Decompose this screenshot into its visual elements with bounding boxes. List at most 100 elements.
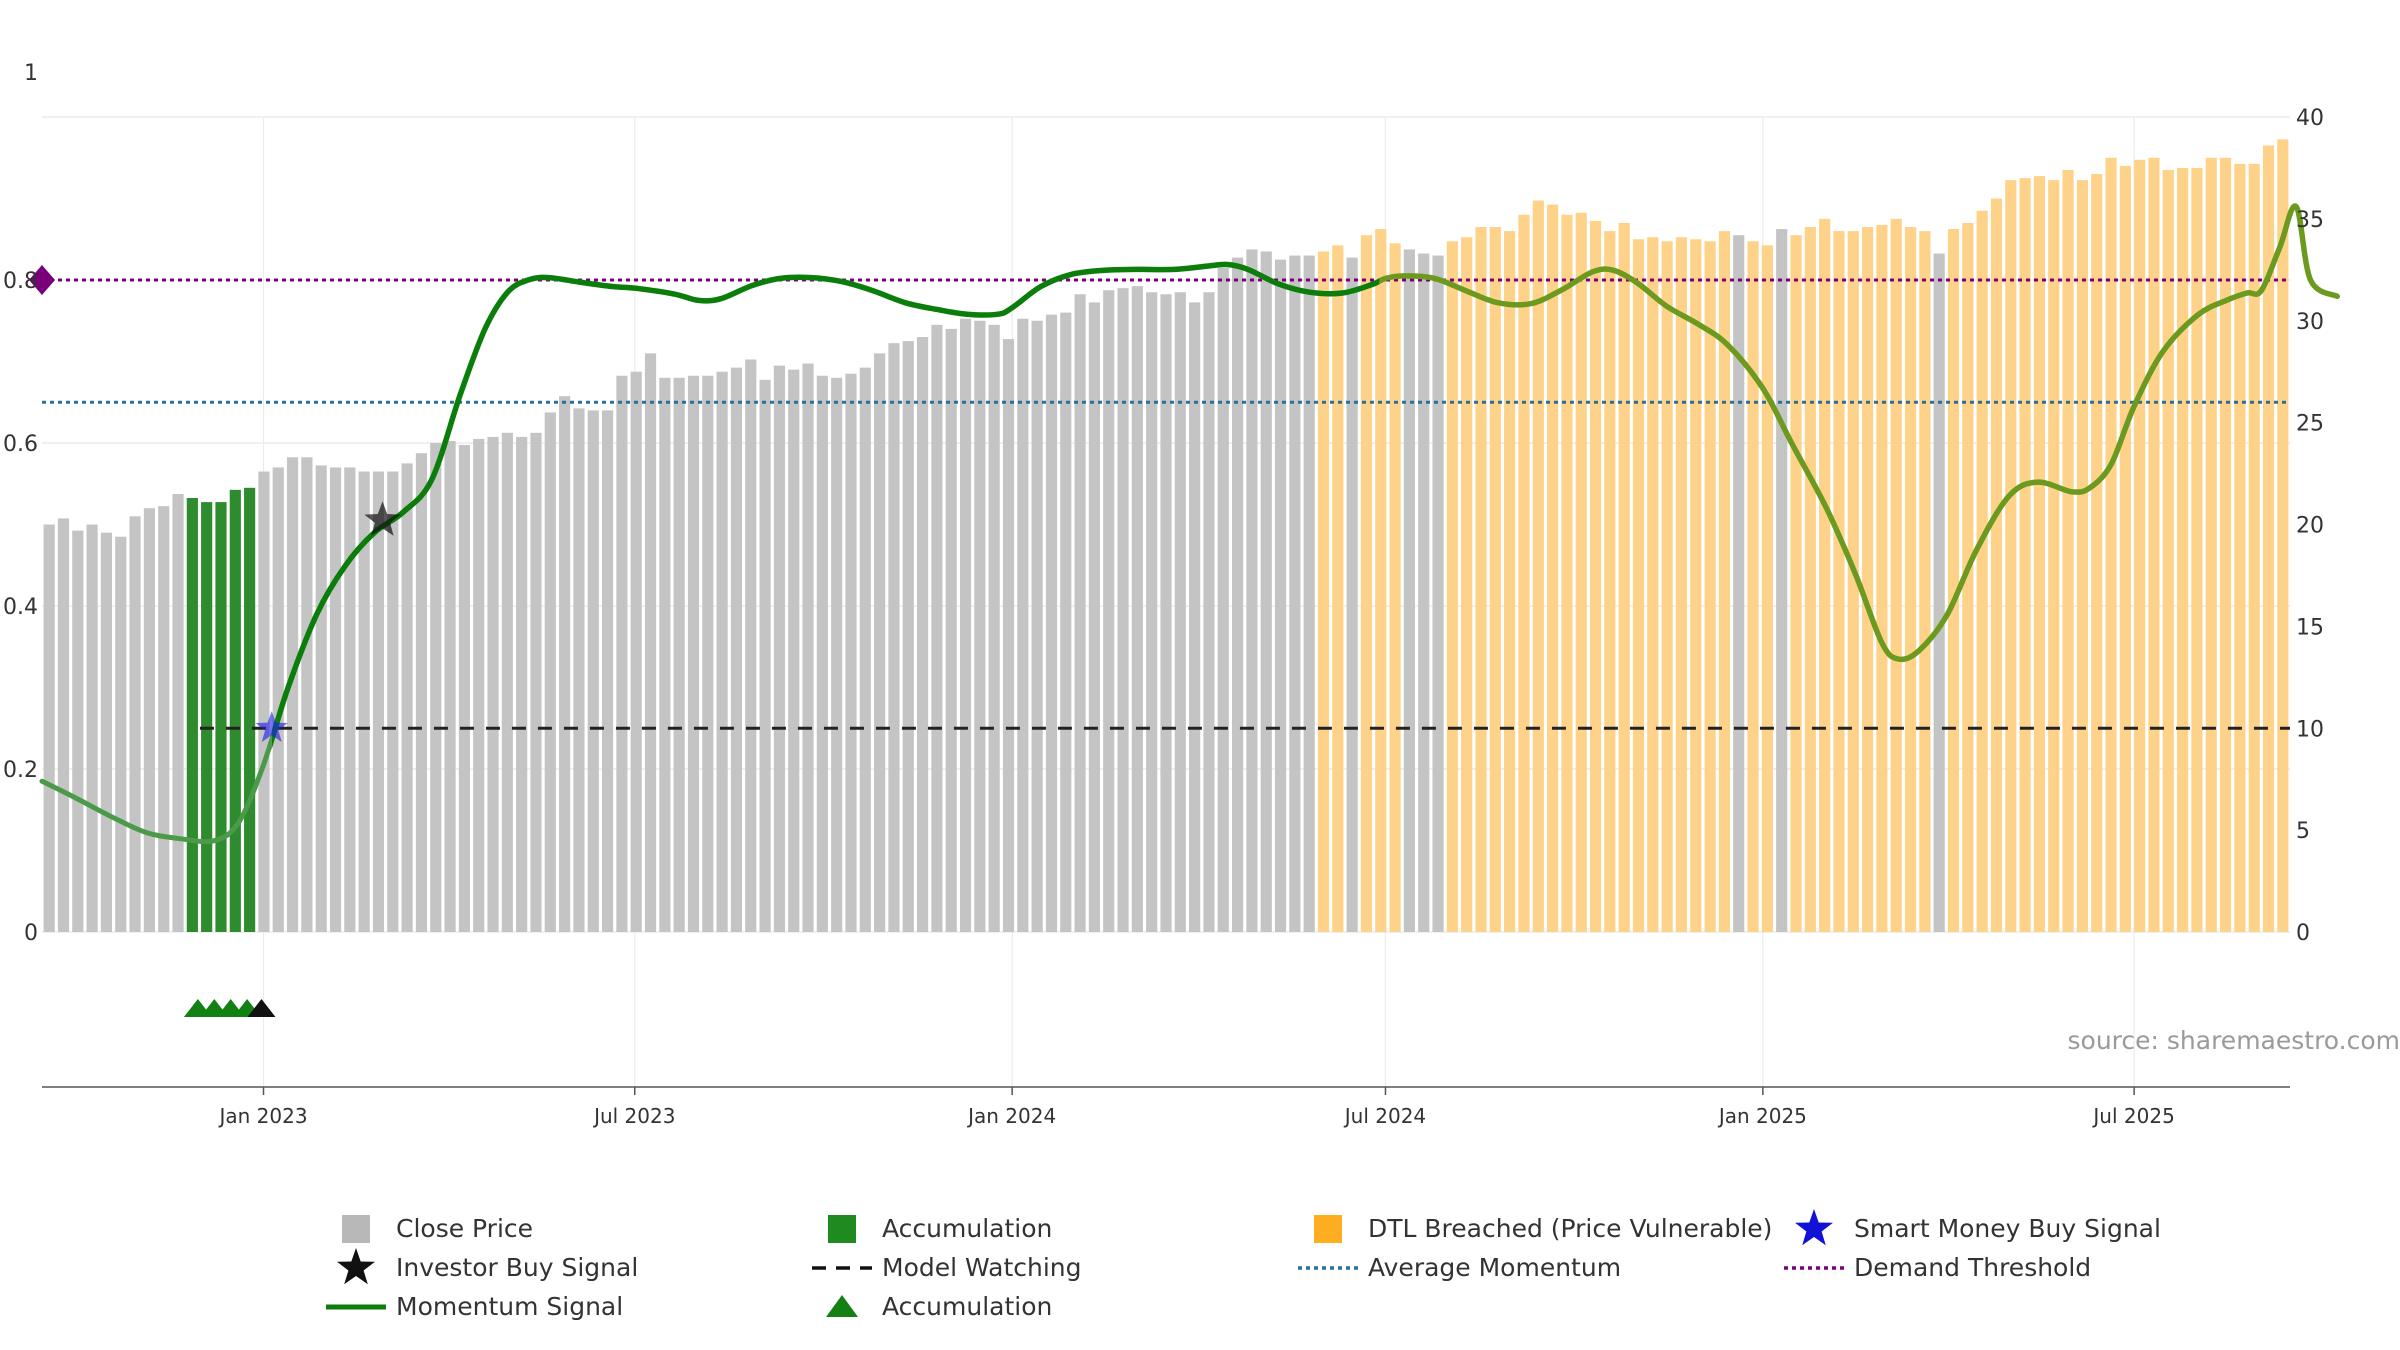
legend-item: Investor Buy Signal [337, 1248, 638, 1285]
legend-label: Average Momentum [1368, 1253, 1621, 1282]
close-price-bar [1017, 318, 1029, 933]
dtl-breached-bar [2262, 145, 2275, 932]
dtl-breached-bar [2005, 180, 2017, 932]
legend-swatch-investor [337, 1248, 375, 1285]
dtl-breached-bar [1847, 231, 1859, 933]
dtl-breached-bar [1919, 231, 1931, 933]
dtl-breached-bar [1518, 214, 1530, 933]
y-right-tick-label: 30 [2296, 310, 2324, 335]
legend-swatch-dtl [1314, 1215, 1342, 1243]
close-price-bar [702, 375, 714, 932]
dtl-breached-bar [1489, 227, 1501, 932]
dtl-breached-bar [1904, 227, 1917, 932]
dtl-breached-bar [1661, 241, 1673, 933]
x-tick-label: Jan 2023 [217, 1104, 307, 1128]
close-price-bar [43, 524, 55, 932]
close-price-bar [1131, 286, 1143, 932]
dtl-breached-bar [2076, 180, 2088, 932]
close-price-bar [788, 369, 800, 932]
close-price-bar [730, 367, 743, 932]
close-price-bar [1776, 229, 1788, 932]
close-price-bar [1232, 257, 1244, 933]
close-price-bar [430, 443, 442, 932]
close-price-bar [473, 438, 485, 932]
close-price-bar [501, 432, 513, 932]
close-price-bar [859, 367, 871, 932]
dtl-breached-bar [1747, 241, 1759, 933]
accumulation-bar [186, 498, 198, 932]
close-price-bar [1117, 288, 1129, 932]
dtl-breached-bar [1804, 227, 1816, 932]
y-left-tick-label: 0.8 [3, 269, 38, 294]
close-price-bar [1088, 302, 1100, 932]
close-price-bar [1418, 253, 1430, 932]
legend-item: Accumulation [828, 1214, 1052, 1243]
close-price-bar [115, 536, 127, 932]
source-label: source: sharemaestro.com [2068, 1026, 2400, 1055]
close-price-bar [57, 518, 70, 932]
close-price-bar [100, 532, 113, 932]
close-price-bar [1274, 259, 1287, 933]
y-right-tick-label: 10 [2296, 717, 2324, 742]
dtl-breached-bar [2234, 163, 2246, 933]
y-right-tick-label: 0 [2296, 921, 2310, 946]
legend-label: Smart Money Buy Signal [1854, 1214, 2161, 1243]
close-price-bar [902, 341, 914, 933]
y-right-tick-label: 35 [2296, 208, 2324, 233]
close-price-bar [802, 363, 814, 932]
close-price-bar [301, 457, 313, 932]
close-price-bar [1060, 312, 1072, 933]
smart-money-buy-signal [255, 711, 288, 742]
dtl-breached-bar [1604, 231, 1616, 933]
close-price-bar [874, 353, 886, 933]
dtl-breached-bar [1947, 229, 1960, 932]
close-price-bar [587, 410, 599, 932]
close-price-bar [988, 324, 1000, 933]
close-price-bar [358, 471, 370, 932]
accumulation-bar [215, 502, 227, 932]
legend-item: Smart Money Buy Signal [1795, 1209, 2161, 1246]
dtl-breached-bar [1647, 237, 1659, 932]
close-price-bar [1045, 314, 1058, 932]
dtl-breached-bar [2205, 157, 2217, 932]
close-price-bar [831, 377, 843, 932]
dtl-breached-bar [2134, 159, 2146, 933]
dtl-breached-bar [2033, 176, 2046, 933]
close-price-bar [1074, 294, 1086, 932]
dtl-breached-bar [2119, 165, 2131, 932]
legend-item: Average Momentum [1298, 1253, 1621, 1282]
x-tick-label: Jan 2025 [1717, 1104, 1807, 1128]
legend-label: Momentum Signal [396, 1292, 623, 1321]
close-price-bar [415, 453, 428, 932]
close-price-bar [1403, 249, 1415, 932]
dtl-breached-bar [1561, 214, 1573, 933]
dtl-breached-bar [2191, 167, 2203, 932]
close-price-bar [931, 324, 943, 933]
dtl-breached-bar [1876, 224, 1888, 933]
dtl-breached-bar [1862, 227, 1874, 932]
lower-panel: Jan 2023 Jul 2023 Jan 2024 Jul 2024 Jan 2025… [42, 999, 2290, 1128]
close-price-bar [172, 493, 184, 932]
legend-item: DTL Breached (Price Vulnerable) [1314, 1214, 1772, 1243]
dtl-breached-bar [1461, 237, 1473, 932]
accumulation-bar [244, 487, 256, 932]
dtl-breached-bar [1475, 227, 1487, 932]
legend: Close Price Accumulation DTL Breached (Pri… [326, 1209, 2161, 1321]
demand-threshold-marker [29, 265, 55, 295]
close-price-bar [1933, 253, 1945, 932]
legend-label: Close Price [396, 1214, 533, 1243]
close-price-bar [401, 463, 413, 932]
dtl-breached-bar [1446, 241, 1458, 933]
dtl-breached-bar [1690, 239, 1702, 932]
close-price-bar [530, 432, 542, 932]
close-price-bar [945, 328, 957, 932]
close-price-bar [1303, 255, 1315, 933]
legend-swatch-close-price [342, 1215, 370, 1243]
dtl-breached-bar [1547, 204, 1559, 933]
dtl-breached-bar [2248, 163, 2260, 933]
momentum-line [271, 261, 1380, 750]
dtl-breached-bar [1704, 241, 1716, 933]
close-price-bar [1031, 320, 1043, 932]
